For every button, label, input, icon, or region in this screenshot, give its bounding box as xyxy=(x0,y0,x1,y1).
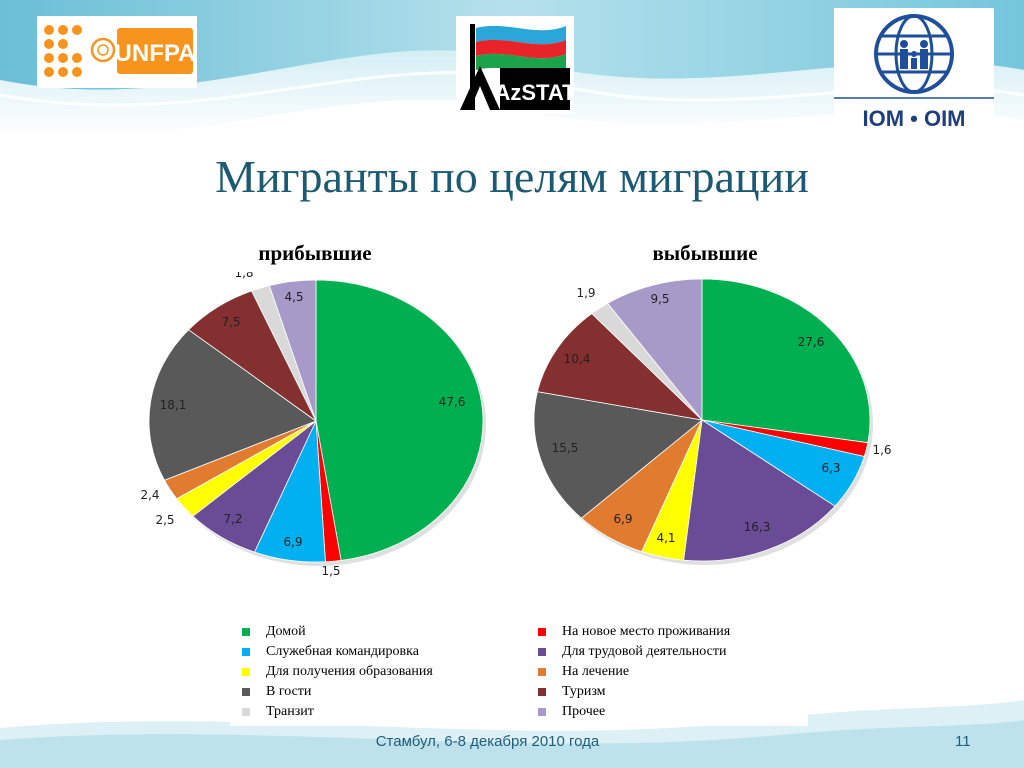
iom-logo: IOM • OIM xyxy=(834,8,994,132)
legend-swatch xyxy=(538,708,546,716)
legend-swatch xyxy=(242,628,250,636)
data-label: 4,5 xyxy=(284,290,303,304)
legend-swatch xyxy=(538,668,546,676)
pie-slice xyxy=(268,279,317,422)
legend-swatch xyxy=(538,648,546,656)
legend-swatch xyxy=(242,708,250,716)
unfpa-logo-graphic: UNFPA xyxy=(44,25,196,77)
pie-slice xyxy=(607,278,703,422)
slide-number: 11 xyxy=(955,733,971,750)
legend-swatch xyxy=(242,668,250,676)
data-label: 6,9 xyxy=(283,535,302,549)
data-label: 9,5 xyxy=(650,292,669,306)
pie-title-arrivals: прибывшие xyxy=(183,232,447,272)
pie-slice xyxy=(315,279,484,561)
legend-swatch xyxy=(538,688,546,696)
legend-label: На новое место проживания xyxy=(562,624,731,639)
data-label: 10,4 xyxy=(564,352,591,366)
azstat-logo: AzSTAT xyxy=(456,16,576,114)
pie-arrivals: 47,61,56,97,22,52,418,17,51,84,5 xyxy=(140,266,486,578)
data-label: 7,2 xyxy=(223,512,242,526)
data-label: 2,4 xyxy=(140,488,159,502)
pie-slice xyxy=(536,313,704,421)
pie-title-departures: выбывшие xyxy=(579,232,831,272)
pie-departures: 27,6 1,6 6,3 16,3 4,1 6,9 15,5 10,4 1,9 9,5 xyxy=(533,278,892,565)
data-label: 16,3 xyxy=(744,520,771,534)
data-label: 6,9 xyxy=(613,512,632,526)
data-label: 6,3 xyxy=(821,461,840,475)
legend-label: Туризм xyxy=(562,684,606,699)
legend-swatch xyxy=(242,648,250,656)
data-label: 1,6 xyxy=(872,443,891,457)
legend-label: Прочее xyxy=(562,704,606,719)
legend-label: Служебная командировка xyxy=(266,644,419,659)
pie-slice xyxy=(701,278,871,444)
iom-logo-text: IOM • OIM xyxy=(862,106,965,131)
data-label: 1,5 xyxy=(321,564,340,578)
slide-title: Мигранты по целям миграции xyxy=(215,151,809,202)
data-label: 27,6 xyxy=(798,335,825,349)
legend-label: Для получения образования xyxy=(266,664,433,679)
legend-label: Для трудовой деятельности xyxy=(562,644,727,659)
footer-text: Стамбул, 6-8 декабря 2010 года xyxy=(375,733,600,750)
azstat-logo-text: AzSTAT xyxy=(494,80,574,105)
pie-slice xyxy=(683,419,836,562)
data-label: 1,9 xyxy=(576,286,595,300)
unfpa-logo: UNFPA xyxy=(37,16,197,88)
data-label: 4,1 xyxy=(656,531,675,545)
data-label: 47,6 xyxy=(439,395,466,409)
chart-legend: Домой На новое место проживания Служебная … xyxy=(230,614,808,726)
data-label: 15,5 xyxy=(552,441,579,455)
data-label: 18,1 xyxy=(160,398,187,412)
data-label: 7,5 xyxy=(221,315,240,329)
legend-label: В гости xyxy=(266,684,312,699)
iom-logo-graphic: IOM • OIM xyxy=(834,14,994,131)
azstat-logo-graphic: AzSTAT xyxy=(460,24,576,110)
unfpa-logo-text: UNFPA xyxy=(115,40,196,67)
legend-label: На лечение xyxy=(562,664,630,679)
data-label: 2,5 xyxy=(155,513,174,527)
legend-label: Домой xyxy=(266,624,306,639)
pie-slice xyxy=(533,391,703,519)
legend-swatch xyxy=(538,628,546,636)
legend-swatch xyxy=(242,688,250,696)
pie-slice xyxy=(148,329,317,481)
legend-label: Транзит xyxy=(266,704,314,719)
